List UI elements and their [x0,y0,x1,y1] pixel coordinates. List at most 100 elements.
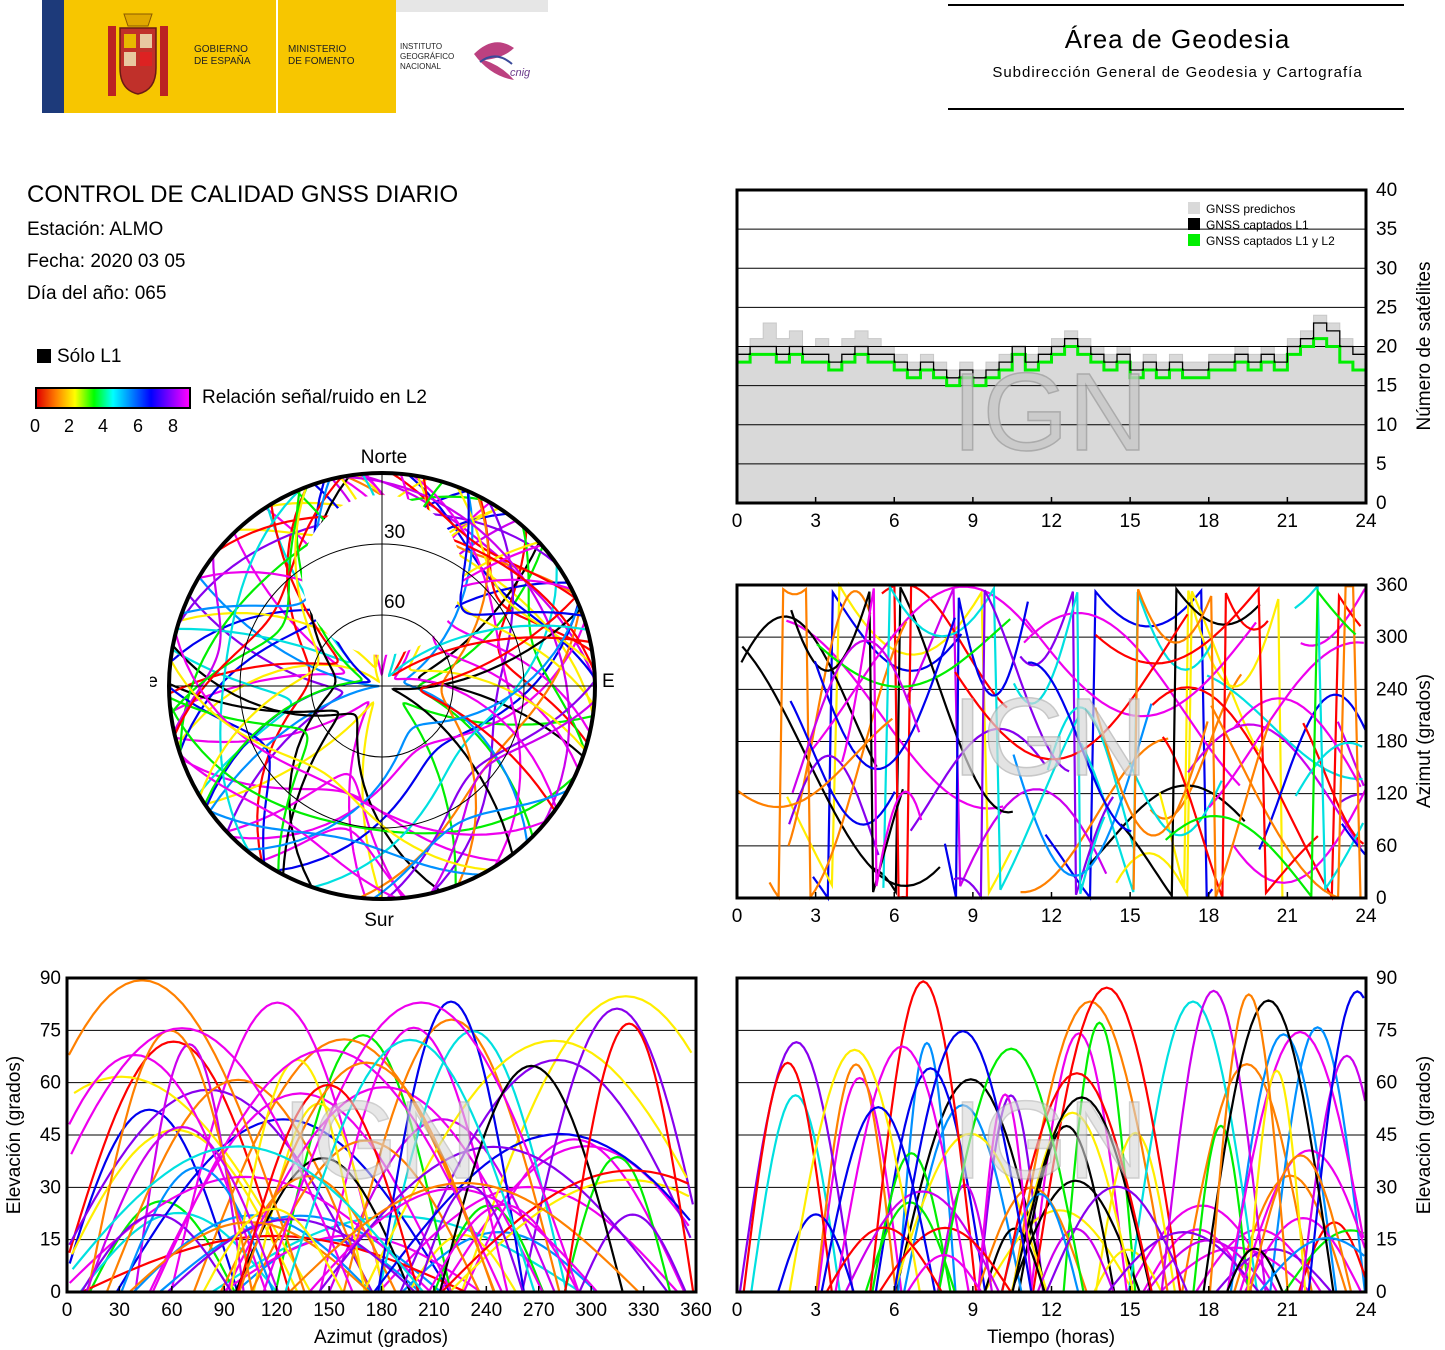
satellite-track [362,1039,688,1293]
watermark: IGN [282,1079,478,1202]
y-tick-label: 240 [1376,679,1408,700]
legend-swatch [1188,218,1200,230]
elt-xlabel: Tiempo (horas) [987,1327,1115,1348]
direction-south: Sur [364,910,394,931]
satellite-track [192,1038,496,1293]
snr-colorbar [35,387,191,409]
satellite-track [789,700,896,826]
satellite-track [1010,1111,1135,1293]
satellite-track [869,980,978,1293]
x-tick-label: 270 [523,1300,555,1321]
satellite-track [68,1175,432,1293]
satellite-track [238,1061,495,1293]
y-tick-label: 60 [40,1073,61,1094]
satellite-track [1023,612,1241,787]
satellite-track [1158,590,1284,898]
satellite-track [1046,706,1136,851]
satellite-track [245,604,581,851]
y-tick-label: 15 [1376,1230,1397,1251]
satellite-track [373,1132,691,1293]
snr-tick: 2 [64,416,75,436]
satellite-track [1225,1247,1284,1293]
satellite-track [976,1186,1088,1293]
satellite-track [497,529,589,744]
area-title: Área de Geodesia [1064,24,1291,54]
y-tick-label: 360 [1376,575,1408,596]
x-tick-label: 0 [732,906,743,927]
satellite-track [419,596,577,812]
satellite-track [894,1078,1047,1293]
x-tick-label: 18 [1198,906,1219,927]
satellite-track [416,1185,525,1293]
x-tick-label: 15 [1120,906,1141,927]
y-tick-label: 15 [1376,376,1397,397]
satellite-track [816,618,1011,688]
y-tick-label: 5 [1376,454,1387,475]
y-tick-label: 120 [1376,784,1408,805]
x-tick-label: 18 [1198,1300,1219,1321]
direction-east: Este [602,671,615,692]
x-tick-label: 6 [889,511,900,532]
satellite-track [768,586,908,901]
x-tick-label: 0 [62,1300,73,1321]
y-tick-label: 60 [1376,1073,1397,1094]
satellite-track [1045,1185,1189,1293]
l1-swatch [37,349,51,363]
watermark: IGN [952,351,1148,474]
satellite-track [791,639,921,794]
x-tick-label: 0 [732,1300,743,1321]
header-rule-bottom [948,108,1404,110]
header-rule-top [948,4,1404,6]
satellite-track [882,583,1080,891]
y-tick-label: 10 [1376,415,1397,436]
satellite-track [1032,986,1182,1293]
x-tick-label: 21 [1277,906,1298,927]
satellite-track [1181,1063,1313,1293]
satellite-track [169,659,490,872]
x-tick-label: 9 [968,1300,979,1321]
satellite-track [1010,1179,1141,1293]
x-tick-label: 60 [161,1300,182,1321]
snr-tick: 0 [30,416,41,436]
legend-label: GNSS predichos [1206,202,1295,216]
satellite-track [750,1094,841,1293]
satellite-track [202,1207,344,1293]
cnig-text: cnig [510,67,531,79]
elt-tracks [738,980,1367,1293]
satellite-track [937,1047,1085,1293]
satellite-track [1258,1236,1365,1293]
elevation-azimuth-chart: IGN 0 30 60 90 120 150 180 210 240 270 300 330 360 0 1… [4,968,712,1348]
satellite-track [563,1155,672,1293]
satellite-track [224,1086,544,1293]
satellite-track [820,1106,936,1293]
satellite-track [1208,641,1364,809]
satellite-track [318,1145,669,1293]
satellite-track [954,613,1189,761]
x-tick-label: 12 [1041,906,1062,927]
x-tick-label: 150 [313,1300,345,1321]
satellite-track [1011,1096,1152,1293]
snr-tick: 4 [98,416,109,436]
y-tick-label: 25 [1376,297,1397,318]
y-tick-label: 20 [1376,337,1397,358]
satellite-track [438,1064,624,1293]
satellite-track [284,1038,536,1293]
satellite-track [385,680,595,899]
snr-label: Relación señal/ruido en L2 [202,387,427,408]
satellite-track [1127,1000,1259,1293]
x-tick-label: 6 [889,1300,900,1321]
x-tick-label: 15 [1120,511,1141,532]
satellite-track [1119,585,1261,900]
satellite-track [1302,722,1365,845]
satellite-track [427,1203,580,1293]
satellite-track [943,597,1029,898]
satellite-track [68,1108,239,1293]
y-tick-label: 45 [40,1125,61,1146]
satellite-track [1294,583,1365,893]
doy-label: Día del año: 065 [27,283,167,304]
x-tick-label: 360 [680,1300,712,1321]
satellite-track [188,594,344,833]
satellite-track [1206,674,1363,781]
y-tick-label: 75 [40,1020,61,1041]
legend-label: GNSS captados L1 [1206,218,1309,232]
